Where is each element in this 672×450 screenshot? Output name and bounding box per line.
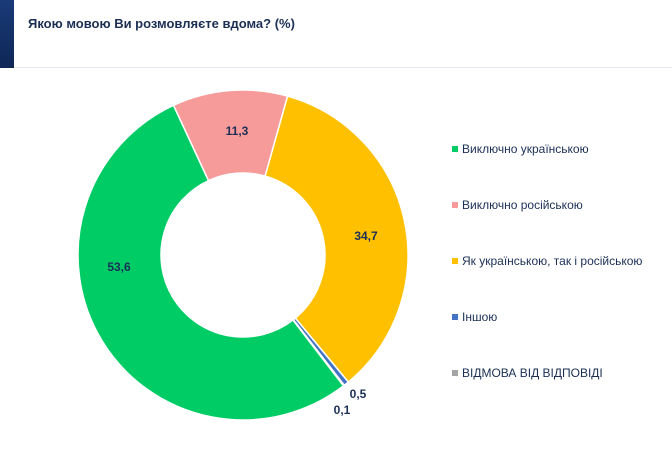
data-label-0: 53,6 xyxy=(107,260,131,274)
data-label-1: 11,3 xyxy=(226,124,249,138)
legend-item-0: Виключно українською xyxy=(452,142,589,160)
slice-0 xyxy=(77,104,345,421)
slice-2 xyxy=(264,95,409,384)
legend-swatch-3 xyxy=(452,313,458,320)
legend-swatch-4 xyxy=(452,369,458,376)
data-label-2: 34,7 xyxy=(354,229,378,243)
legend-item-4: ВІДМОВА ВІД ВІДПОВІДІ xyxy=(452,366,603,384)
legend-item-1: Виключно російською xyxy=(452,198,583,216)
title-accent xyxy=(0,0,14,68)
data-label-4: 0,1 xyxy=(334,403,351,417)
legend-swatch-1 xyxy=(452,201,458,208)
legend-label-2: Як українською, так і російською xyxy=(462,254,643,268)
legend-item-2: Як українською, так і російською xyxy=(452,254,642,272)
legend-label-0: Виключно українською xyxy=(462,142,589,156)
legend-label-1: Виключно російською xyxy=(462,198,583,212)
legend-label-4: ВІДМОВА ВІД ВІДПОВІДІ xyxy=(462,366,603,380)
legend-item-3: Іншою xyxy=(452,310,497,328)
title-bar: Якою мовою Ви розмовляєте вдома? (%) xyxy=(0,0,672,68)
legend-label-3: Іншою xyxy=(462,310,498,324)
donut-chart: 11,3 34,7 0,5 0,1 53,6 xyxy=(77,89,409,421)
data-label-3: 0,5 xyxy=(350,387,367,401)
legend-swatch-0 xyxy=(452,145,458,152)
legend-swatch-2 xyxy=(452,257,458,264)
chart-area: 11,3 34,7 0,5 0,1 53,6 Виключно українською В… xyxy=(0,68,672,450)
chart-title: Якою мовою Ви розмовляєте вдома? (%) xyxy=(28,16,295,31)
